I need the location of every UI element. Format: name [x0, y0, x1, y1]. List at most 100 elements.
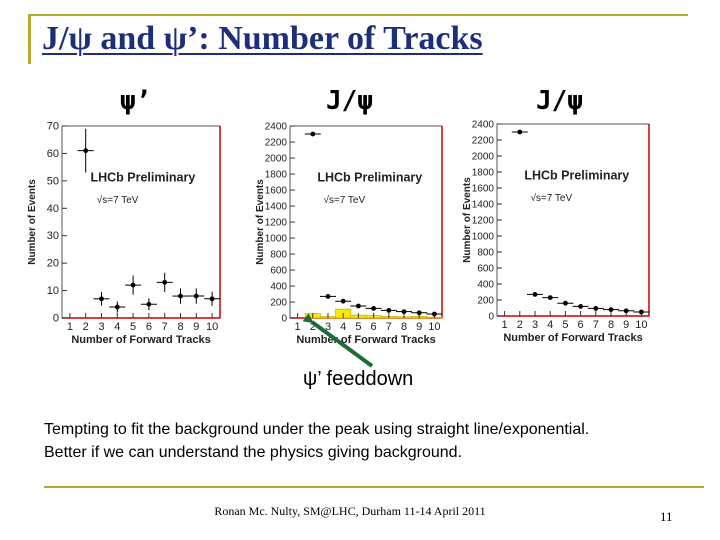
chart3-energy-label: √s=7 TeV: [530, 192, 572, 204]
chart3-xtick-label: 10: [635, 319, 647, 331]
chart3-ytick-label: 1600: [472, 184, 495, 195]
chart2-data-point: [401, 309, 407, 314]
chart1-xtick-label: 1: [67, 321, 73, 333]
chart1-ytick-label: 70: [47, 121, 59, 133]
chart2-data-point: [386, 308, 392, 313]
chart1-ytick-label: 30: [47, 230, 59, 242]
chart1-xtick-label: 9: [193, 321, 199, 333]
chart3-data-point: [608, 307, 614, 312]
chart1-xtick-label: 3: [98, 321, 104, 333]
chart2-data-point: [356, 303, 361, 309]
title-frame-horizontal: [28, 14, 688, 16]
chart3-ytick-label: 800: [477, 248, 494, 259]
chart1-data-point: [130, 282, 136, 288]
chart2-ytick-label: 1600: [265, 186, 288, 197]
chart3-ytick-label: 400: [477, 280, 494, 291]
chart1-xtick-label: 8: [177, 321, 183, 333]
chart2-data-point: [340, 298, 346, 304]
chart1-data-point: [114, 304, 120, 310]
chart3-data-point: [578, 304, 583, 309]
chart2-ytick-label: 1800: [265, 170, 288, 181]
chart1-xlabel: Number of Forward Tracks: [71, 334, 210, 346]
chart2-ytick-label: 200: [270, 298, 287, 309]
plot-label-jpsi-1: J/ψ: [326, 86, 373, 116]
chart1-data-point: [99, 296, 104, 302]
chart2-xtick-label: 4: [340, 321, 346, 333]
chart2-ytick-label: 600: [270, 266, 287, 277]
chart2-xtick-label: 7: [386, 321, 392, 333]
chart2-xtick-label: 6: [371, 321, 377, 333]
slide-title: J/ψ and ψ’: Number of Tracks: [42, 20, 483, 57]
chart1-xtick-label: 7: [162, 321, 168, 333]
chart2-data-point: [416, 310, 422, 316]
chart3-ytick-label: 1800: [472, 168, 495, 179]
plot-label-psi-prime: ψ’: [120, 86, 152, 116]
chart2-ytick-label: 1200: [265, 218, 288, 229]
body-text: Tempting to fit the background under the…: [44, 418, 694, 464]
chart2-ytick-label: 0: [281, 314, 287, 325]
chart3-frame: [496, 123, 650, 317]
chart2-ytick-label: 2200: [265, 138, 288, 149]
chart1-lhcb-preliminary: LHCb Preliminary: [90, 171, 195, 185]
chart3-data-point: [593, 306, 599, 311]
chart1-ylabel: Number of Events: [27, 179, 38, 265]
chart1-xtick-label: 10: [206, 321, 218, 333]
chart1-xtick-label: 6: [146, 321, 152, 333]
chart3-xtick-label: 5: [562, 319, 568, 331]
chart1-ytick-label: 60: [47, 148, 59, 160]
chart2-xtick-label: 10: [428, 321, 440, 333]
plot-label-jpsi-2: J/ψ: [536, 86, 583, 116]
chart3-data-point: [623, 308, 629, 314]
chart3-xtick-label: 4: [547, 319, 553, 331]
chart3-ytick-label: 1000: [472, 232, 495, 243]
chart2-xtick-label: 1: [295, 321, 301, 333]
chart2-ytick-label: 400: [270, 282, 287, 293]
chart3-data-point: [547, 295, 553, 300]
chart1-data-point: [178, 293, 183, 299]
chart2-data-point: [325, 294, 331, 299]
chart1-energy-label: √s=7 TeV: [97, 194, 139, 206]
footer-text: Ronan Mc. Nulty, SM@LHC, Durham 11-14 Ap…: [214, 504, 486, 518]
chart1-data-point: [146, 301, 152, 307]
chart2-ytick-label: 2400: [265, 122, 288, 133]
chart1-ytick-label: 50: [47, 175, 59, 187]
chart3-data-point: [639, 309, 644, 315]
chart3-xtick-label: 3: [532, 319, 538, 331]
chart3-ytick-label: 2400: [472, 120, 495, 131]
chart1-ytick-label: 0: [53, 313, 59, 325]
feeddown-label: ψ’ feeddown: [303, 368, 414, 390]
chart2-xtick-label: 5: [355, 321, 361, 333]
chart1-data-point: [83, 148, 89, 154]
chart2-xlabel: Number of Forward Tracks: [296, 334, 435, 346]
chart1-data-point: [162, 279, 168, 285]
chart2-ytick-label: 2000: [265, 154, 288, 165]
chart1-data-point: [209, 296, 215, 302]
chart2-lhcb-preliminary: LHCb Preliminary: [317, 171, 422, 185]
feeddown-arrow: [302, 313, 374, 368]
chart3-ytick-label: 2000: [472, 152, 495, 163]
chart2-data-point: [310, 131, 316, 137]
chart3-lhcb-preliminary: LHCb Preliminary: [524, 169, 629, 183]
chart3-data-point: [517, 129, 523, 135]
page-number: 11: [660, 509, 673, 524]
chart3-ylabel: Number of Events: [462, 177, 473, 263]
chart2-frame: [289, 125, 443, 319]
chart3-ytick-label: 1400: [472, 200, 495, 211]
chart1-xtick-label: 4: [114, 321, 120, 333]
chart3-ytick-label: 1200: [472, 216, 495, 227]
chart3-xtick-label: 7: [593, 319, 599, 331]
chart1-data-point: [193, 293, 199, 299]
footer-rule: [44, 486, 704, 488]
chart1-ytick-label: 40: [47, 203, 59, 215]
chart3-ytick-label: 600: [477, 264, 494, 275]
body-line-2: Better if we can understand the physics …: [44, 444, 463, 461]
chart1-xtick-label: 5: [130, 321, 136, 333]
chart3-data-point: [563, 300, 568, 306]
chart1-ytick-label: 10: [47, 285, 59, 297]
chart1-xtick-label: 2: [83, 321, 89, 333]
chart2-ytick-label: 1400: [265, 202, 288, 213]
chart2-xtick-label: 2: [310, 321, 316, 333]
chart2-ylabel: Number of Events: [255, 179, 266, 265]
chart3-ytick-label: 0: [488, 312, 494, 323]
